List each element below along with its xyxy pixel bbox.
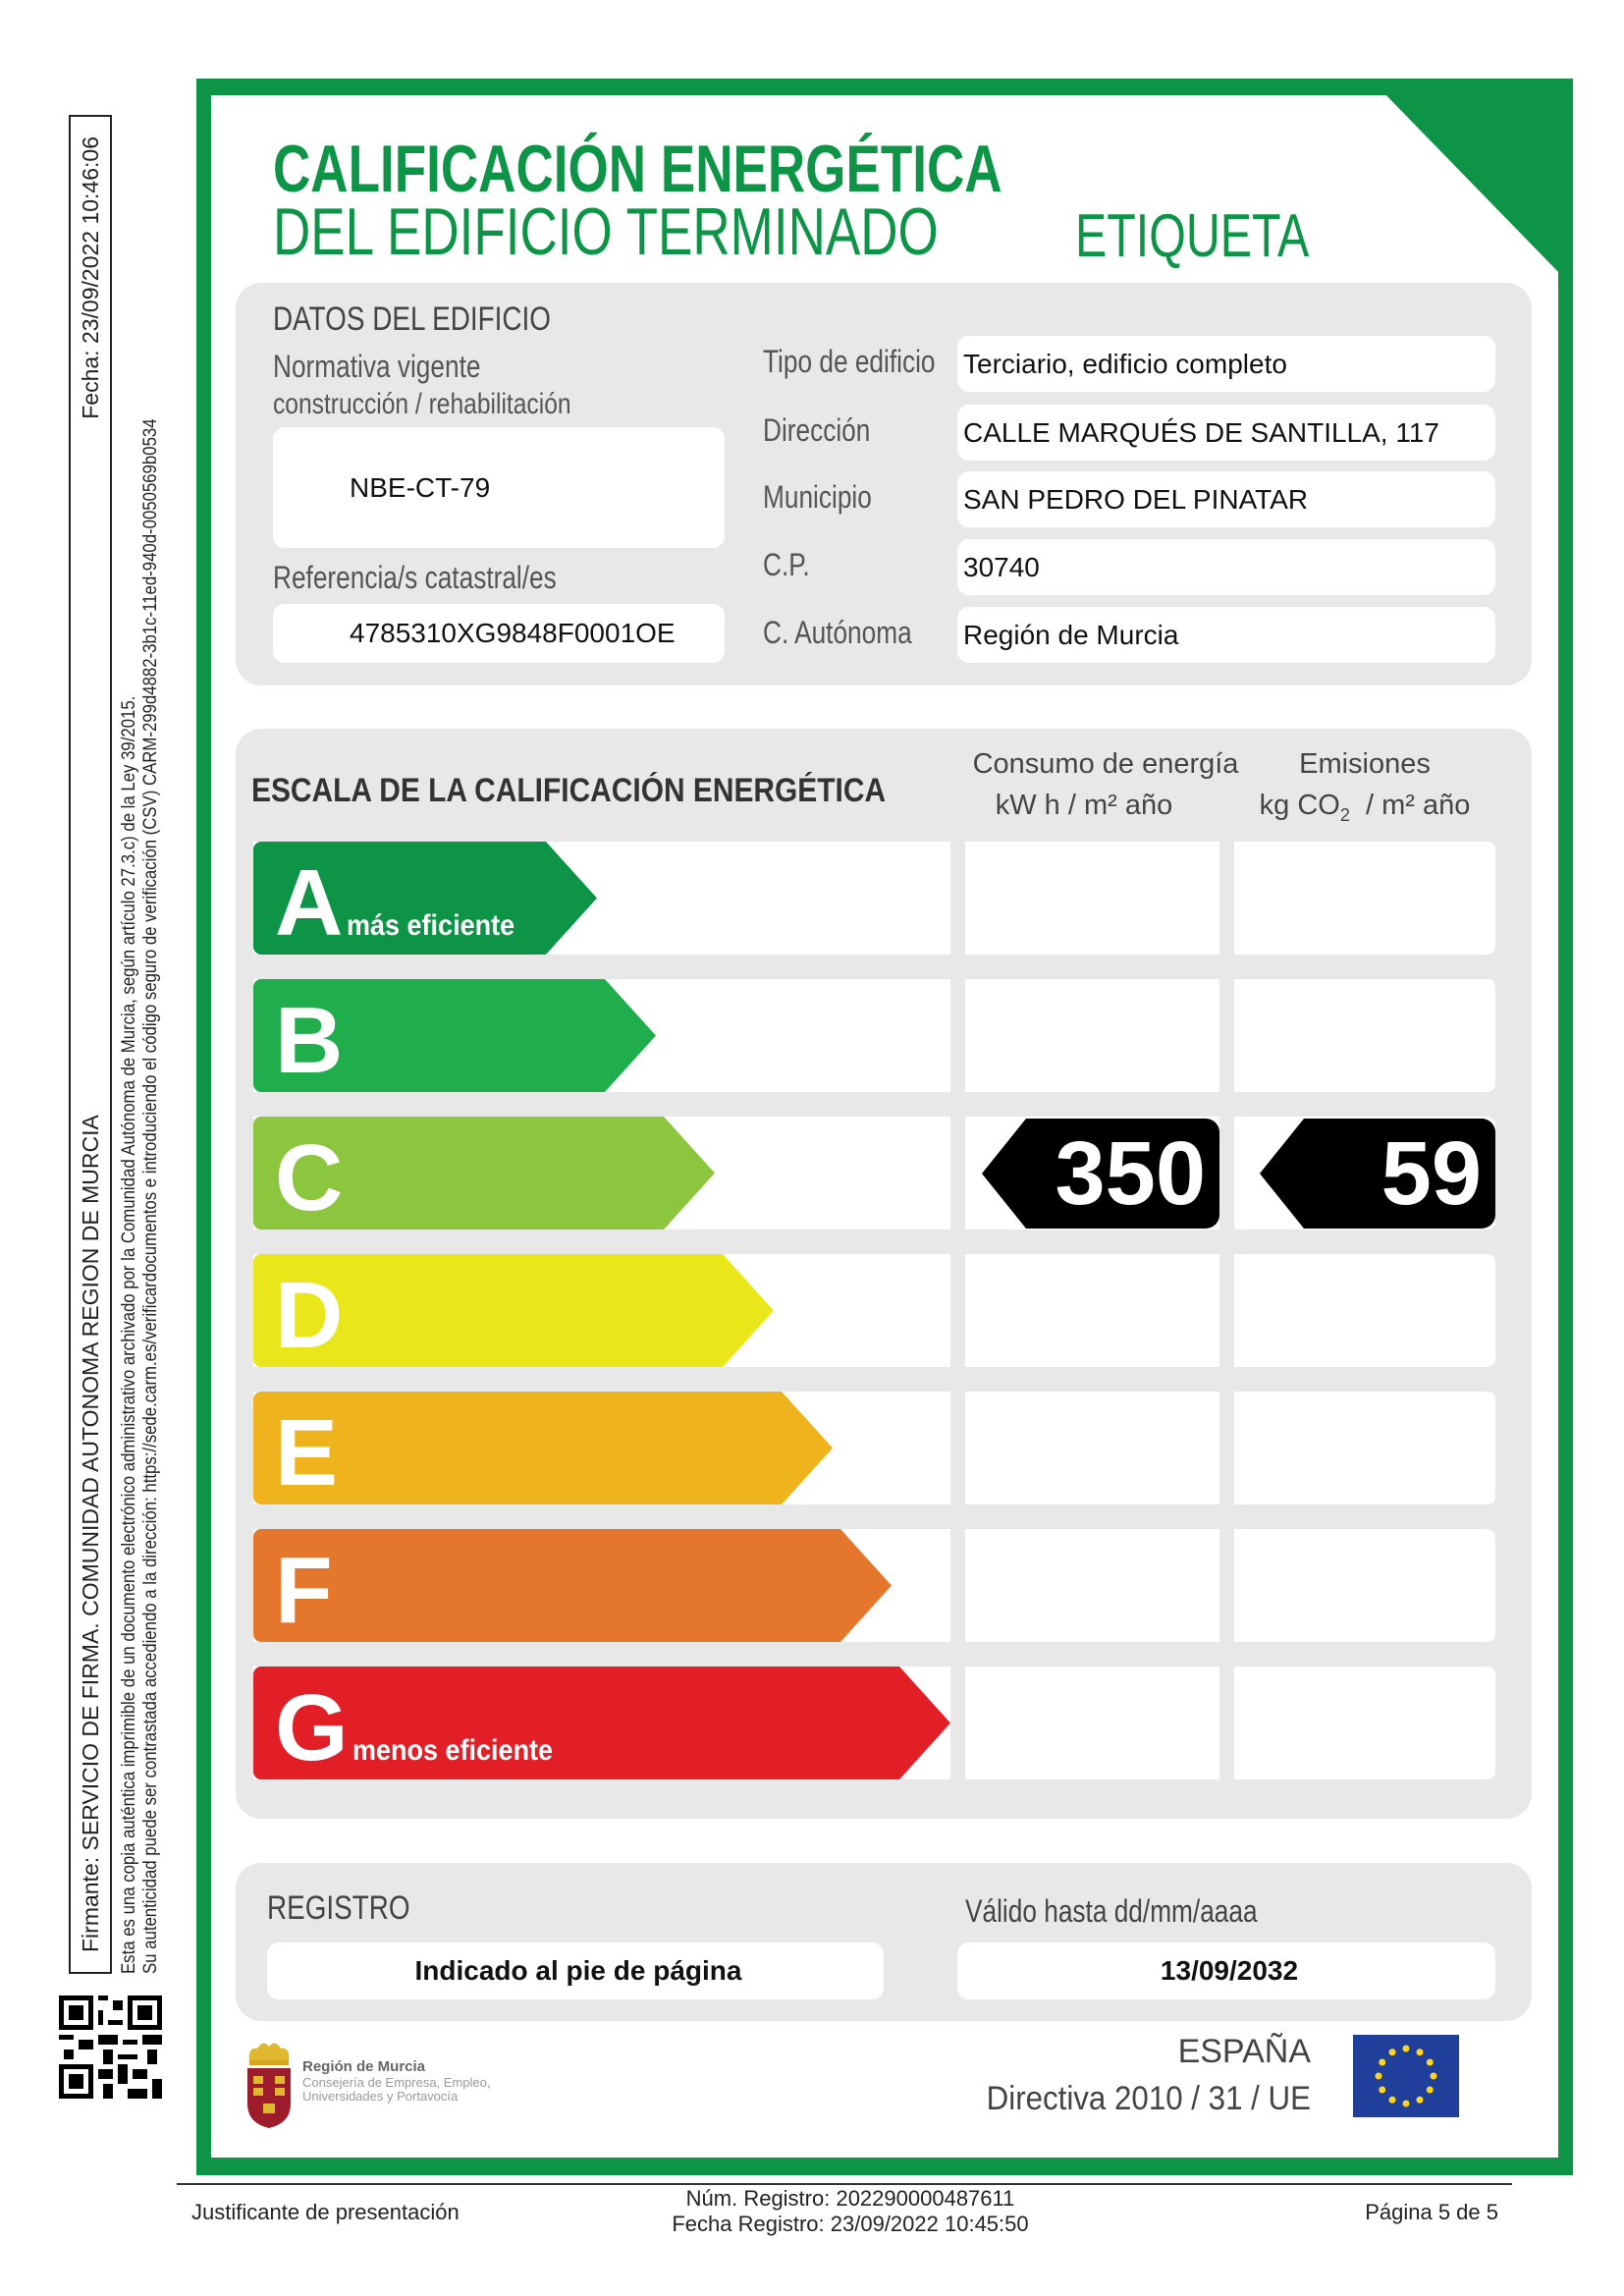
class-bar-d: D: [253, 1254, 774, 1367]
normativa-label-2: construcción / rehabilitación: [273, 388, 571, 420]
field-label: C.P.: [763, 547, 810, 582]
energy-rating-badge: 350: [982, 1119, 1219, 1229]
murcia-coat-of-arms-logo: [247, 2043, 291, 2128]
footer-left: Justificante de presentación: [191, 2200, 460, 2224]
signature-box: Firmante: SERVICIO DE FIRMA. COMUNIDAD A…: [69, 115, 112, 1974]
corner-triangle: [1380, 88, 1561, 275]
footer-registro-fecha: Fecha Registro: 23/09/2022 10:45:50: [672, 2212, 1029, 2236]
field-value: Región de Murcia: [957, 607, 1495, 663]
referencia-label: Referencia/s catastral/es: [273, 560, 557, 595]
emissions-col-unit: kg CO2 / m² año: [1259, 790, 1471, 825]
field-label: Dirección: [763, 412, 871, 448]
eu-star: [1416, 2049, 1424, 2056]
class-bar-e: E: [253, 1392, 833, 1504]
class-bar-f: F: [253, 1529, 892, 1642]
energy-col-title: Consumo de energía: [972, 748, 1239, 780]
footer-page: Página 5 de 5: [1365, 2200, 1498, 2224]
emissions-col-title: Emisiones: [1299, 748, 1431, 780]
title-line-2: DEL EDIFICIO TERMINADO: [273, 194, 939, 269]
valido-value: 13/09/2032: [957, 1942, 1495, 1999]
eu-flag-icon: [1353, 2035, 1459, 2117]
signer: Firmante: SERVICIO DE FIRMA. COMUNIDAD A…: [77, 1115, 103, 1952]
etiqueta-label: ETIQUETA: [1075, 202, 1310, 270]
eu-star: [1375, 2072, 1382, 2080]
emissions-cell: [1234, 1667, 1495, 1779]
authenticity-line-1: Esta es una copia auténtica imprimible d…: [118, 695, 139, 1974]
eu-star: [1402, 2100, 1410, 2107]
footer-registro-num: Núm. Registro: 202290000487611: [685, 2186, 1015, 2211]
murcia-logo-text: Región de Murcia Consejería de Empresa, …: [302, 2058, 491, 2104]
registro-value: Indicado al pie de página: [267, 1942, 884, 1999]
directiva-label: Directiva 2010 / 31 / UE: [986, 2080, 1311, 2117]
energy-cell: [965, 1392, 1219, 1504]
sign-date: Fecha: 23/09/2022 10:46:06: [77, 137, 103, 419]
normativa-label-1: Normativa vigente: [273, 349, 481, 384]
eu-star: [1416, 2096, 1424, 2104]
emissions-cell: [1234, 979, 1495, 1092]
field-label: C. Autónoma: [763, 615, 912, 650]
eu-star: [1426, 2086, 1434, 2094]
espana-label: ESPAÑA: [1177, 2033, 1311, 2070]
eu-star: [1402, 2045, 1410, 2052]
title-line-1: CALIFICACIÓN ENERGÉTICA: [273, 132, 1002, 206]
emissions-rating-badge: 59: [1260, 1119, 1495, 1229]
eu-star: [1430, 2072, 1437, 2080]
eu-star: [1379, 2058, 1386, 2066]
energy-cell: [965, 1667, 1219, 1779]
normativa-value: NBE-CT-79: [273, 427, 725, 548]
footer-divider: [177, 2183, 1512, 2185]
qr-code: [59, 1995, 162, 2099]
escala-heading: ESCALA DE LA CALIFICACIÓN ENERGÉTICA: [251, 772, 887, 809]
datos-heading: DATOS DEL EDIFICIO: [273, 301, 551, 338]
valido-label: Válido hasta dd/mm/aaaa: [965, 1893, 1258, 1929]
emissions-cell: [1234, 1529, 1495, 1642]
field-value: 30740: [957, 539, 1495, 595]
field-value: CALLE MARQUÉS DE SANTILLA, 117: [957, 405, 1495, 461]
field-value: Terciario, edificio completo: [957, 336, 1495, 392]
energy-cell: [965, 1254, 1219, 1367]
class-bar-b: B: [253, 979, 656, 1092]
authenticity-line-2: Su autenticidad puede ser contrastada ac…: [139, 418, 161, 1974]
eu-star: [1388, 2049, 1396, 2056]
energy-col-unit: kW h / m² año: [995, 790, 1173, 821]
field-value: SAN PEDRO DEL PINATAR: [957, 471, 1495, 527]
field-label: Tipo de edificio: [763, 344, 936, 379]
emissions-cell: [1234, 1392, 1495, 1504]
class-bar-c: C: [253, 1117, 715, 1230]
emissions-cell: [1234, 842, 1495, 955]
energy-cell: [965, 979, 1219, 1092]
registro-heading: REGISTRO: [267, 1889, 410, 1927]
field-label: Municipio: [763, 479, 872, 515]
eu-star: [1388, 2096, 1396, 2104]
class-bar-a: A más eficiente: [253, 842, 597, 955]
emissions-cell: [1234, 1254, 1495, 1367]
energy-cell: [965, 1529, 1219, 1642]
eu-star: [1426, 2058, 1434, 2066]
referencia-value: 4785310XG9848F0001OE: [273, 604, 725, 663]
energy-cell: [965, 842, 1219, 955]
eu-star: [1379, 2086, 1386, 2094]
class-bar-g: G menos eficiente: [253, 1667, 950, 1779]
